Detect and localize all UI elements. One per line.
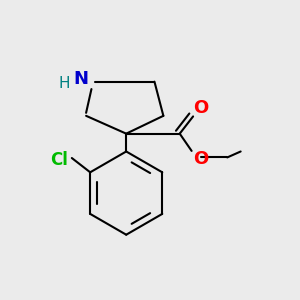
Text: O: O xyxy=(194,99,209,117)
Text: H: H xyxy=(59,76,70,91)
Text: O: O xyxy=(194,150,209,168)
Text: N: N xyxy=(74,70,88,88)
Text: Cl: Cl xyxy=(50,151,68,169)
